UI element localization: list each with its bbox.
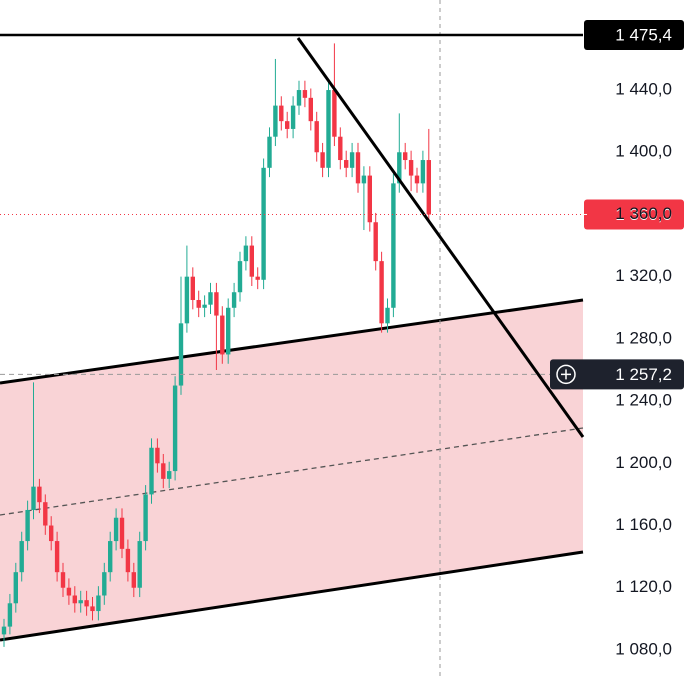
candle-body xyxy=(84,600,89,607)
price-tag-label: 1 475,4 xyxy=(615,25,672,44)
candle-body xyxy=(13,572,18,604)
candle-body xyxy=(296,90,302,106)
candle-body xyxy=(279,105,284,122)
candle-body xyxy=(1,626,7,635)
candle-body xyxy=(267,136,272,168)
y-tick-label: 1 120,0 xyxy=(615,577,672,596)
candle-body xyxy=(361,175,367,184)
candle-body xyxy=(43,502,48,526)
candle-body xyxy=(72,595,77,604)
candle-body xyxy=(196,300,201,308)
candle-body xyxy=(149,447,154,495)
candle-body xyxy=(332,90,337,137)
y-tick-label: 1 320,0 xyxy=(615,266,672,285)
candle-body xyxy=(125,548,131,573)
candle-body xyxy=(290,105,296,129)
candle-body xyxy=(178,323,184,386)
channel-lower xyxy=(0,550,584,642)
candle-body xyxy=(78,600,83,604)
candle-body xyxy=(108,541,113,573)
candle-body xyxy=(261,167,266,280)
candle-body xyxy=(19,541,24,573)
candle-body xyxy=(403,152,408,161)
candle-body xyxy=(397,152,402,184)
candle-body xyxy=(214,292,219,316)
candle-body xyxy=(379,261,384,324)
candle-body xyxy=(285,121,290,129)
candle-body xyxy=(137,541,142,588)
y-tick-label: 1 400,0 xyxy=(615,142,672,161)
candle-body xyxy=(66,587,72,596)
candle-body xyxy=(54,541,60,573)
candle-body xyxy=(391,183,396,308)
candle-body xyxy=(338,136,343,161)
candle-body xyxy=(113,517,119,542)
candle-body xyxy=(373,222,378,262)
channel-upper xyxy=(0,298,584,385)
add-icon-plus xyxy=(561,369,571,380)
y-tick-label: 1 360,0 xyxy=(615,204,672,223)
candle-body xyxy=(208,292,213,305)
candle-body xyxy=(367,175,372,223)
candle-body xyxy=(349,152,355,168)
y-tick-label: 1 200,0 xyxy=(615,453,672,472)
candle-body xyxy=(255,276,260,280)
candle-body xyxy=(102,572,107,596)
candle-body xyxy=(414,175,420,184)
candle-body xyxy=(96,595,101,612)
y-tick-label: 1 440,0 xyxy=(615,80,672,99)
candle-body xyxy=(314,121,319,153)
candle-body xyxy=(143,494,148,542)
candle-body xyxy=(231,292,237,308)
price-tag xyxy=(584,19,684,50)
add-icon xyxy=(556,364,576,385)
candle-body xyxy=(426,160,431,215)
candle-body xyxy=(385,307,390,324)
candle-body xyxy=(202,304,207,308)
candle-body xyxy=(326,90,331,168)
candle-body xyxy=(60,572,66,588)
candle-body xyxy=(220,315,225,355)
candle-body xyxy=(184,276,190,324)
y-tick-label: 1 160,0 xyxy=(615,515,672,534)
price-tag-label: 1 257,2 xyxy=(615,365,672,384)
candle-body xyxy=(226,307,231,355)
candle-body xyxy=(408,160,414,176)
candle-body xyxy=(420,160,426,184)
y-tick-label: 1 080,0 xyxy=(615,639,672,658)
price-tag xyxy=(584,199,684,230)
overlay: 1 475,4 1 360,0 1 257,2 xyxy=(0,19,684,390)
candle-body xyxy=(172,385,178,472)
candle-body xyxy=(131,572,136,588)
candle-body xyxy=(155,447,160,464)
candle-body xyxy=(25,509,30,542)
candle-body xyxy=(167,471,172,479)
channel-fill xyxy=(0,300,583,640)
marks xyxy=(1,43,431,647)
y-tick-label: 1 280,0 xyxy=(615,328,672,347)
candle-body xyxy=(273,105,278,137)
y-tick-label: 1 240,0 xyxy=(615,391,672,410)
candle-body xyxy=(31,486,36,510)
candle-body xyxy=(302,90,308,98)
candle-body xyxy=(243,245,249,262)
candle-body xyxy=(90,606,95,612)
candle-body xyxy=(249,245,254,277)
candle-body xyxy=(308,97,313,122)
candle-body xyxy=(37,486,42,503)
candle-body xyxy=(161,463,166,479)
candle-body xyxy=(7,603,13,627)
candle-body xyxy=(190,276,195,301)
candle-body xyxy=(119,517,125,549)
candle-body xyxy=(320,152,325,168)
candle-body xyxy=(49,525,54,542)
candle-body xyxy=(355,152,361,184)
trend-line xyxy=(296,37,585,438)
candle-body xyxy=(237,261,243,293)
price-tag-label: 1 360,0 xyxy=(615,205,672,224)
candle-body xyxy=(344,160,349,168)
price-tag xyxy=(550,359,684,390)
